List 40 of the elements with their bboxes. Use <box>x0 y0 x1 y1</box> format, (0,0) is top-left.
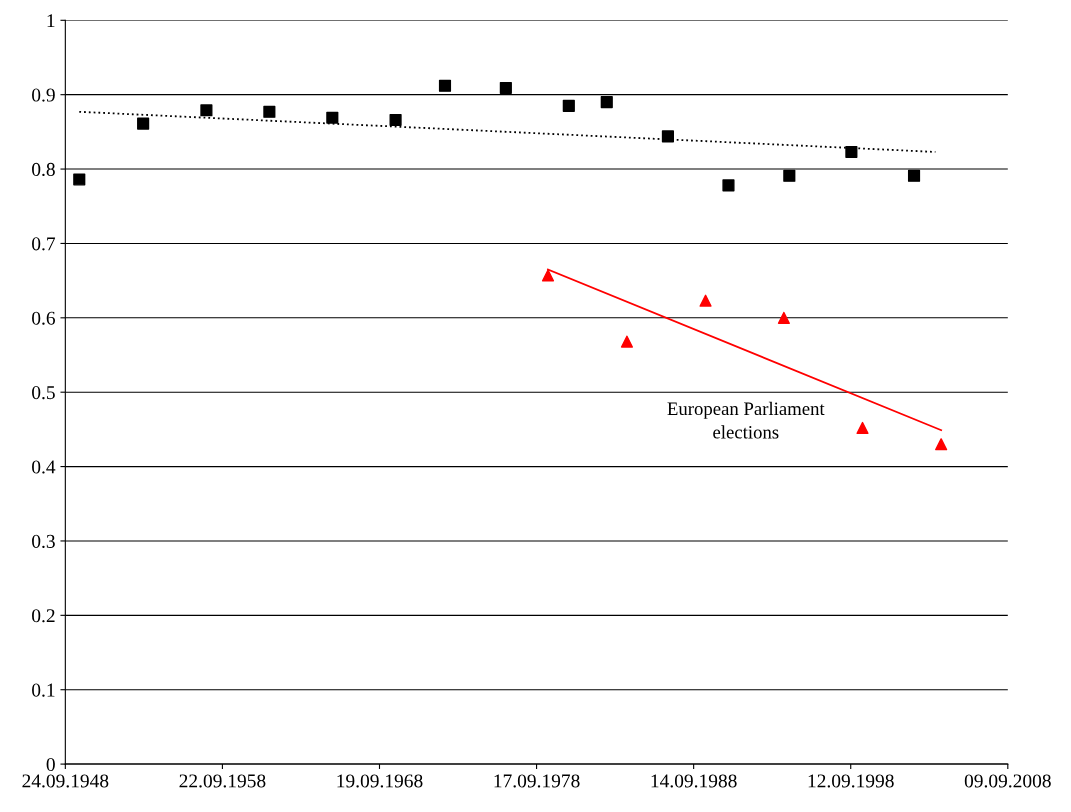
point <box>777 311 790 324</box>
point <box>600 96 613 109</box>
point <box>326 111 339 124</box>
point <box>562 99 575 112</box>
point <box>620 335 634 348</box>
y-tick-label: 1 <box>47 14 55 28</box>
x-tick-label: 09.09.2008 <box>964 774 1051 788</box>
point <box>499 81 512 95</box>
x-tick-label: 22.09.1958 <box>179 774 266 788</box>
point <box>722 179 735 192</box>
x-tick-label: 19.09.1968 <box>337 774 423 788</box>
point <box>200 104 213 117</box>
y-tick-label: 0.4 <box>32 460 56 474</box>
point <box>661 130 674 143</box>
point <box>935 438 948 451</box>
y-tick-label: 0.5 <box>32 386 55 400</box>
y-tick-label: 0.2 <box>32 609 55 623</box>
y-tick-label: 0.6 <box>32 311 56 325</box>
x-tick-label: 14.09.1988 <box>651 774 737 788</box>
point <box>907 169 921 182</box>
y-tick-label: 0.8 <box>32 162 55 177</box>
x-tick-label: 24.09.1948 <box>22 774 109 788</box>
point <box>263 105 276 118</box>
point <box>856 421 869 434</box>
point <box>541 269 555 282</box>
annotation: European Parliament elections <box>667 401 825 439</box>
point <box>783 169 796 182</box>
point <box>389 113 402 127</box>
point <box>438 79 452 92</box>
x-tick-label: 12.09.1998 <box>808 774 894 788</box>
y-tick-label: 0.3 <box>32 534 55 548</box>
point <box>73 173 86 186</box>
point <box>699 294 712 307</box>
y-tick-label: 0.7 <box>32 237 56 251</box>
point <box>137 117 150 130</box>
point <box>845 145 858 159</box>
y-tick-label: 0.1 <box>32 683 55 697</box>
y-tick-label: 0.9 <box>32 88 55 102</box>
y-tick-label: 0 <box>46 757 55 772</box>
x-tick-label: 17.09.1978 <box>494 774 580 788</box>
